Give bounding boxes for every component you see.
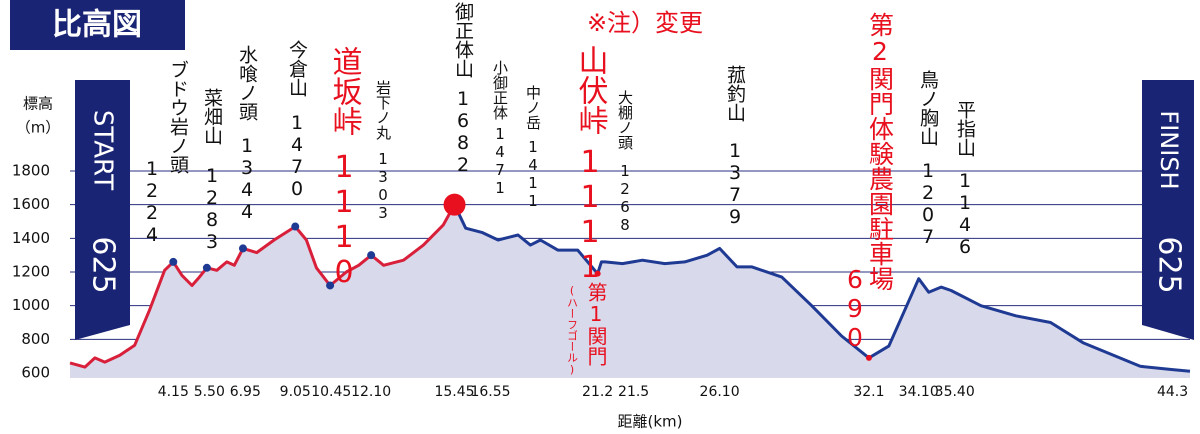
peak-elevation: 1344 (236, 135, 258, 223)
y-tick-label: 1800 (12, 162, 50, 180)
peak-elevation: 1379 (724, 140, 746, 228)
x-tick-label: 34.10 (899, 384, 939, 400)
peak-name: ブドウ岩ノ頭 (167, 60, 189, 174)
finish-elevation: 625 (1152, 236, 1187, 293)
peak-elevation: 1111 (573, 145, 608, 285)
peak-elevation: 1682 (452, 88, 474, 176)
y-tick-label: 1000 (12, 296, 50, 314)
point (865, 354, 872, 361)
x-tick-label: 26.10 (700, 384, 740, 400)
x-tick-label: 6.95 (230, 384, 261, 400)
peak-name: 鳥ノ胸山 (917, 70, 939, 146)
checkpoint-sub: (ハーフゴール) (566, 284, 579, 376)
peak-name: 小御正体 (491, 60, 509, 120)
x-tick-label: 5.50 (194, 384, 225, 400)
start-elevation: 625 (86, 236, 121, 293)
peak-elevation: 1470 (286, 112, 308, 200)
peak-elevation: 690 (841, 265, 870, 352)
title-box (10, 0, 185, 50)
peak-name: 平指山 (954, 100, 976, 157)
point (443, 193, 466, 216)
peak-elevation: 1224 (141, 158, 163, 246)
point (367, 251, 376, 260)
peak-elevation: 1268 (616, 162, 634, 234)
x-tick-label: 44.3 (1157, 384, 1188, 400)
start-panel (75, 80, 130, 340)
peak-name: 第2関門体験農園駐車場 (866, 12, 895, 291)
x-tick-label: 21.5 (618, 384, 649, 400)
x-tick-label: 9.05 (280, 384, 311, 400)
peak-name: 道坂峠 (327, 46, 362, 136)
x-tick-label: 15.45 (434, 384, 474, 400)
point (594, 270, 601, 277)
peak-elevation: 1110 (327, 150, 362, 290)
finish-label: FINISH (1155, 110, 1183, 189)
peak-elevation: 1207 (917, 160, 939, 248)
point (326, 281, 335, 290)
point (202, 263, 211, 272)
y-tick-label: 1400 (12, 229, 50, 247)
y-tick-label: 1600 (12, 195, 50, 213)
checkpoint-label: 第1関門 (584, 282, 608, 366)
peak-name: 中ノ岳 (524, 85, 542, 130)
x-tick-label: 35.40 (935, 384, 975, 400)
y-tick-label: 1200 (12, 263, 50, 281)
peak-elevation: 1303 (374, 150, 392, 222)
peak-elevation: 1283 (201, 165, 223, 253)
peak-name: 菰釣山 (724, 65, 746, 122)
peak-elevation: 1471 (491, 125, 509, 197)
peak-name: 水喰ノ頭 (236, 45, 258, 121)
peak-name: 御正体山 (452, 2, 474, 78)
peak-name: 今倉山 (286, 40, 308, 97)
plot (69, 193, 1191, 378)
peak-elevation: 1411 (524, 138, 542, 210)
start-label: START (88, 110, 118, 190)
x-tick-label: 10.45 (311, 384, 351, 400)
x-tick-label: 21.2 (582, 384, 613, 400)
x-tick-label: 32.1 (853, 384, 884, 400)
peak-name: 大棚ノ頭 (616, 90, 634, 150)
point (238, 244, 247, 253)
finish-panel (1142, 80, 1194, 340)
profile-line (453, 204, 1191, 373)
area (454, 204, 1190, 378)
peak-name: 岩下ノ丸 (374, 80, 392, 141)
peak-name: 菜畑山 (201, 88, 223, 145)
area (70, 204, 455, 378)
y-tick-label: 800 (21, 330, 50, 348)
point (291, 222, 300, 231)
chart-title: 比高図 (52, 8, 142, 43)
point (169, 257, 178, 266)
y-tick-label: 600 (21, 364, 50, 382)
x-tick-label: 12.10 (351, 384, 391, 400)
peak-elevation: 1146 (954, 170, 976, 258)
x-axis-label: 距離(km) (617, 413, 682, 431)
note: ※注）変更 (587, 9, 703, 37)
peak-name: 山伏峠 (573, 45, 609, 135)
y-axis-unit: （m） (16, 119, 61, 137)
x-tick-label: 16.55 (470, 384, 510, 400)
y-axis-label: 標高 (23, 95, 53, 113)
x-tick-label: 4.15 (158, 384, 189, 400)
